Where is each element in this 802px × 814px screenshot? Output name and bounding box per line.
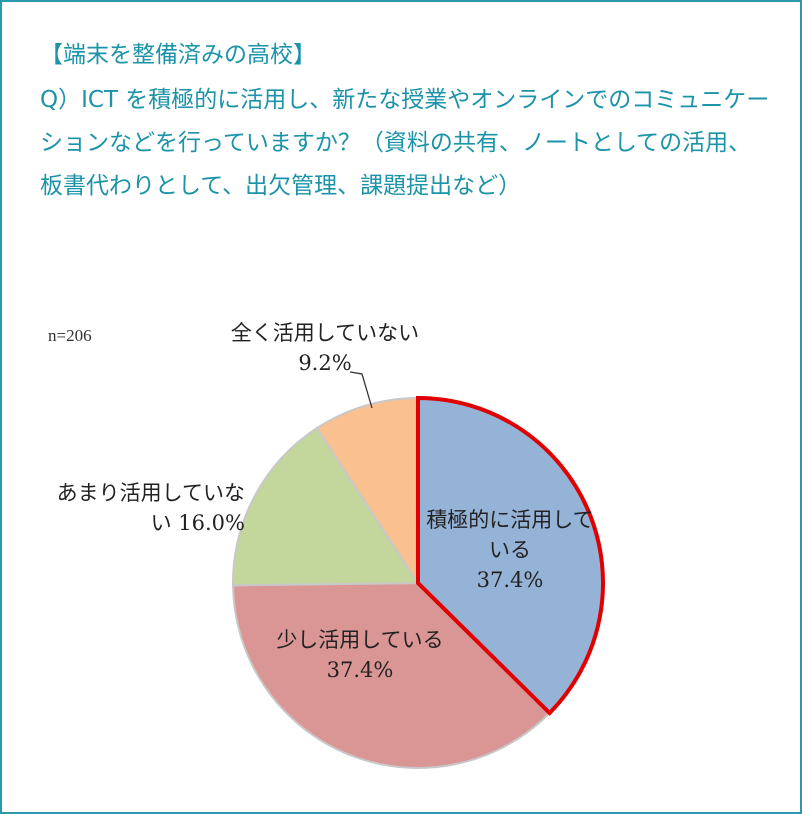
annotation: n=206 <box>48 326 92 345</box>
slice-label: 全く活用していない 9.2% <box>195 318 455 378</box>
category-label: あまり活用していない <box>56 481 245 535</box>
value-label: 16.0% <box>178 511 245 535</box>
pie-slice <box>315 396 419 587</box>
slice-label: 積極的に活用している 37.4% <box>420 505 600 595</box>
pie-slice <box>232 581 552 769</box>
title: 【端末を整備済みの高校】 <box>40 42 316 68</box>
pie-slice <box>232 426 420 587</box>
highlight-outline <box>416 395 605 716</box>
question: Q）ICT を積極的に活用し、新たな授業やオンラインでのコミュニケーションなどを… <box>40 87 770 199</box>
leader-line <box>349 371 373 409</box>
value-label: 9.2% <box>298 351 352 375</box>
category-label: 少し活用している <box>276 628 444 652</box>
slice-label: 少し活用している 37.4% <box>245 625 475 685</box>
category-label: 全く活用していない <box>230 321 420 345</box>
value-label: 37.4% <box>476 568 544 592</box>
value-label: 37.4% <box>326 658 394 682</box>
slice-label: あまり活用していない 16.0% <box>55 478 245 538</box>
category-label: 積極的に活用している <box>426 508 594 562</box>
